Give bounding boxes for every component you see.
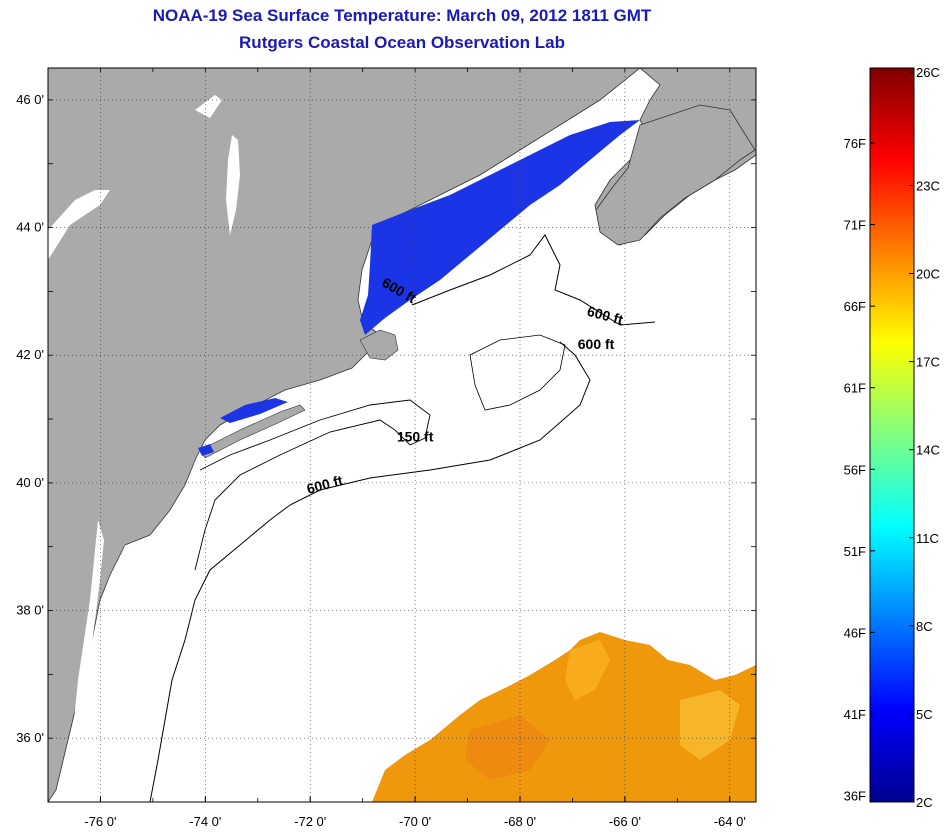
colorbar-f-label: 41F bbox=[844, 707, 866, 722]
map-subtitle: Rutgers Coastal Ocean Observation Lab bbox=[239, 33, 565, 52]
colorbar-c-label: 8C bbox=[916, 619, 933, 634]
sst-long-island-sound bbox=[220, 398, 288, 423]
lon-tick-label: -66 0' bbox=[609, 814, 641, 829]
lon-tick-label: -68 0' bbox=[504, 814, 536, 829]
lon-tick-label: -72 0' bbox=[294, 814, 326, 829]
sst-warm-patch-3 bbox=[465, 715, 550, 780]
lat-tick-label: 38 0' bbox=[16, 603, 44, 618]
lake-ontario bbox=[48, 190, 110, 260]
lat-tick-label: 44 0' bbox=[16, 220, 44, 235]
colorbar-c-label: 2C bbox=[916, 795, 933, 810]
land-nova-scotia bbox=[595, 104, 756, 246]
colorbar-c-label: 20C bbox=[916, 267, 940, 282]
land-cape-cod bbox=[359, 329, 399, 361]
lon-tick-label: -70 0' bbox=[399, 814, 431, 829]
sst-ny-bight bbox=[198, 444, 214, 456]
lat-tick-label: 46 0' bbox=[16, 92, 44, 107]
contour-label: 150 ft bbox=[397, 428, 434, 444]
lat-tick-label: 42 0' bbox=[16, 347, 44, 362]
map-axes: -76 0' -74 0' -72 0' -70 0' -68 0' -66 0' -64 … bbox=[16, 68, 756, 829]
lon-tick-label: -74 0' bbox=[189, 814, 221, 829]
delaware-bay bbox=[118, 545, 140, 570]
colorbar-ticks: 26C 23C 20C 17C 14C 11C 8C 5C 2C 76F 71F 66F 61F 56F 5… bbox=[844, 65, 940, 810]
colorbar-c-label: 5C bbox=[916, 707, 933, 722]
colorbar-c-label: 14C bbox=[916, 443, 940, 458]
colorbar-f-label: 51F bbox=[844, 544, 866, 559]
sst-warm-patch-1 bbox=[565, 640, 610, 700]
colorbar-f-label: 76F bbox=[844, 136, 866, 151]
map-frame bbox=[47, 67, 757, 803]
contour-150ft bbox=[194, 399, 431, 571]
contour-georges-bank bbox=[469, 334, 566, 411]
lon-tick-label: -64 0' bbox=[714, 814, 746, 829]
colorbar-c-label: 11C bbox=[916, 531, 939, 546]
contour-600ft-shelf bbox=[149, 341, 591, 802]
colorbar-f-label: 66F bbox=[844, 299, 866, 314]
sst-warm-patch-2 bbox=[680, 690, 740, 760]
colorbar-f-label: 61F bbox=[844, 381, 866, 396]
colorbar-c-label: 23C bbox=[916, 178, 940, 193]
lon-tick-label: -76 0' bbox=[84, 814, 116, 829]
land-us-mainland bbox=[48, 68, 641, 802]
colorbar-f-label: 36F bbox=[844, 788, 866, 803]
lake-champlain bbox=[226, 135, 240, 235]
colorbar bbox=[869, 67, 915, 803]
colorbar-f-label: 56F bbox=[844, 462, 866, 477]
land-long-island bbox=[199, 404, 306, 459]
contour-600ft-gulf bbox=[411, 234, 656, 326]
lat-tick-label: 36 0' bbox=[16, 730, 44, 745]
lat-tick-label: 40 0' bbox=[16, 475, 44, 490]
map-title: NOAA-19 Sea Surface Temperature: March 0… bbox=[152, 6, 652, 25]
colorbar-f-label: 71F bbox=[844, 218, 866, 233]
chesapeake-bay bbox=[74, 520, 104, 730]
colorbar-f-label: 46F bbox=[844, 625, 866, 640]
lake-white-1 bbox=[195, 95, 222, 118]
colorbar-c-label: 26C bbox=[916, 65, 940, 80]
contour-label: 600 ft bbox=[578, 336, 615, 352]
colorbar-c-label: 17C bbox=[916, 355, 940, 370]
